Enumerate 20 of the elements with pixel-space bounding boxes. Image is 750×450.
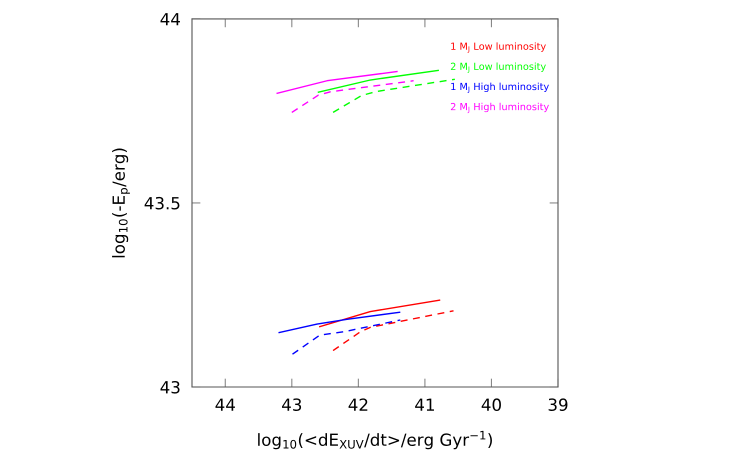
line-series [278,312,400,334]
y-axis-title: log$_{10}$(-E$_{p}$/erg) [112,148,130,258]
line-series [332,78,456,114]
x-axis-title: log$_{10}$(<dE$_{XUV}$/dt>/erg Gyr$^{−1}$) [258,430,492,450]
line-series [332,310,454,352]
x-tick-label: 39 [548,398,568,412]
text: 1 M$_{J}$ Low luminosity [451,42,546,53]
y-tick-label: 43.5 [144,196,180,210]
y-tick-label: 44 [160,13,180,26]
text: 1 M$_{J}$ High luminosity [451,82,549,93]
series-label: 2 M$_{J}$ Low luminosity [450,62,546,73]
y-tick-label: 43 [160,380,180,394]
text: 2 M$_{J}$ High luminosity [450,102,549,114]
line-series [291,80,414,114]
x-tick-label: 44 [215,398,235,411]
x-tick-label: 43 [282,398,302,412]
x-tick-label: 40 [482,398,501,412]
x-tick-label: 42 [348,398,368,411]
line-series [292,319,401,355]
x-tick-label: 41 [415,398,434,411]
